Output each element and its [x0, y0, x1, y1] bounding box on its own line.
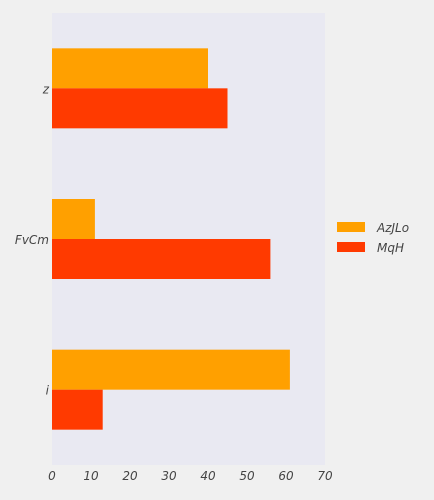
bar-MqH-z — [52, 88, 228, 129]
y-tick-label: FvCm — [15, 233, 49, 247]
x-tick-label: 10 — [83, 469, 99, 483]
y-tick-label: i — [46, 384, 50, 398]
y-tick-labels: z FvCm i — [15, 82, 50, 397]
x-tick-labels: 0 10 20 30 40 50 60 70 — [48, 469, 333, 483]
bar-AzJLo-i — [52, 349, 290, 390]
x-tick-label: 60 — [278, 469, 294, 483]
x-tick-label: 30 — [161, 469, 177, 483]
legend-swatch-MqH — [337, 242, 365, 252]
bar-MqH-FvCm — [52, 239, 271, 279]
y-tick-label: z — [42, 82, 50, 96]
x-tick-label: 0 — [48, 469, 56, 483]
legend-label-AzJLo: AzJLo — [376, 221, 409, 235]
bar-AzJLo-FvCm — [52, 199, 95, 239]
bar-MqH-i — [52, 389, 103, 430]
x-tick-label: 40 — [200, 469, 216, 483]
x-tick-label: 70 — [317, 469, 333, 483]
x-tick-label: 50 — [239, 469, 255, 483]
legend-label-MqH: MqH — [377, 241, 404, 255]
bars-group — [52, 48, 290, 430]
legend-swatch-AzJLo — [337, 222, 365, 232]
bar-AzJLo-z — [52, 48, 208, 89]
legend: AzJLo MqH — [337, 221, 409, 255]
x-tick-label: 20 — [122, 469, 138, 483]
